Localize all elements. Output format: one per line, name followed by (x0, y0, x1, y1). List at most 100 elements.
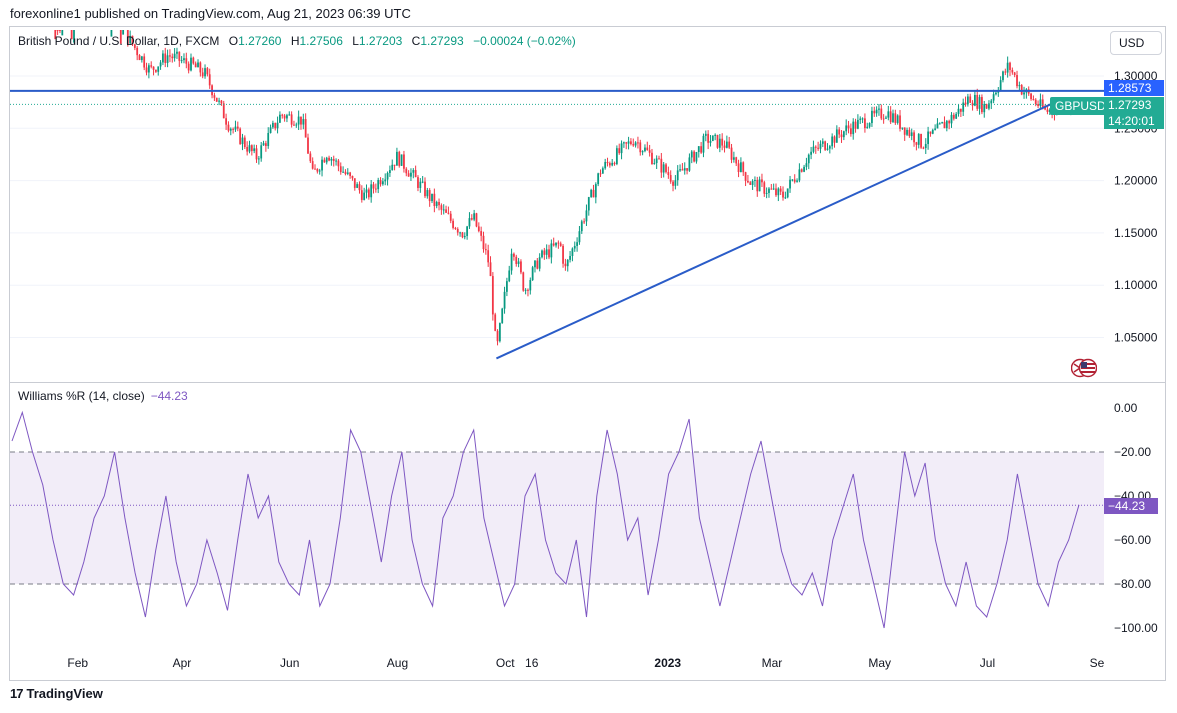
candle-body (606, 161, 609, 164)
candle-body (894, 113, 897, 123)
close-label: C (411, 34, 421, 48)
candle-body (405, 168, 408, 174)
candle-body (386, 172, 389, 180)
time-axis[interactable]: Feb Apr Jun Aug Oct 16 2023 Mar May Jul Se (67, 656, 1104, 670)
candle-body (300, 116, 302, 125)
candle-body (924, 144, 927, 148)
candle-body (789, 179, 791, 189)
candle-body (295, 124, 298, 126)
candle-body (234, 126, 237, 130)
candle-body (538, 257, 541, 269)
candle-body (952, 114, 955, 119)
candle-body (927, 131, 929, 145)
ascending-trendline[interactable] (495, 99, 1061, 360)
candle-body (360, 190, 363, 200)
candle-body (1016, 75, 1018, 87)
candle-body (498, 323, 501, 342)
candle-body (583, 221, 586, 223)
candle-body (491, 276, 494, 315)
candle-body (204, 68, 206, 77)
candle-body (510, 253, 513, 271)
candle-body (173, 53, 176, 59)
candle-body (463, 235, 466, 238)
candle-body (763, 182, 766, 194)
candle-body (260, 145, 263, 159)
candle-body (248, 145, 251, 152)
candle-body (159, 62, 162, 67)
candle-body (615, 148, 618, 165)
candle-body (796, 180, 798, 182)
candle-body (686, 168, 688, 171)
candle-body (276, 122, 279, 129)
candle-body (271, 122, 274, 128)
change-value: −0.00024 (−0.02%) (473, 34, 576, 48)
williams-axis[interactable]: 0.00−20.00−40.00−60.00−80.00−100.00 (1114, 401, 1158, 635)
candle-body (56, 30, 59, 31)
candle-body (693, 151, 695, 162)
candle-body (564, 263, 567, 267)
candle-body (969, 96, 972, 103)
candle-body (531, 267, 534, 281)
time-tick-label: Se (1090, 656, 1105, 670)
candle-body (674, 180, 677, 186)
candle-body (349, 172, 352, 176)
candle-body (190, 57, 192, 71)
currency-button[interactable]: USD (1110, 31, 1162, 55)
candle-body (920, 134, 922, 148)
candle-body (325, 157, 328, 163)
candle-body (501, 308, 504, 324)
candle-body (410, 172, 412, 177)
candle-body (892, 113, 894, 123)
williams-tick-label: −100.00 (1114, 621, 1158, 635)
candle-body (658, 158, 660, 160)
price-axis[interactable]: 1.300001.250001.200001.150001.100001.050… (1114, 69, 1158, 345)
candle-body (1023, 92, 1025, 95)
candle-body (1030, 93, 1032, 100)
candle-body (353, 178, 356, 188)
candle-body (269, 127, 272, 133)
candle-body (594, 184, 597, 198)
candle-body (548, 249, 550, 258)
candle-body (608, 163, 611, 166)
candle-body (655, 158, 658, 164)
candle-body (747, 180, 749, 183)
candle-body (718, 138, 721, 148)
candle-body (323, 159, 326, 163)
time-tick-label: Feb (67, 656, 88, 670)
candle-body (215, 97, 218, 102)
candle-body (484, 249, 487, 251)
candle-body (557, 242, 560, 244)
candle-body (770, 188, 773, 190)
price-tick-label: 1.05000 (1114, 331, 1158, 345)
candle-body (756, 179, 759, 192)
candle-body (447, 212, 450, 214)
symbol-description[interactable]: British Pound / U.S. Dollar, 1D, FXCM (18, 34, 220, 48)
currency-flags-icon[interactable] (1071, 358, 1097, 378)
low-value: 1.27203 (358, 34, 403, 48)
candle-body (435, 201, 438, 207)
candle-body (697, 146, 700, 153)
williams-title[interactable]: Williams %R (14, close) (18, 389, 145, 403)
candle-body (433, 193, 436, 207)
candle-body (742, 162, 745, 173)
candle-body (138, 55, 141, 61)
candle-body (559, 243, 562, 246)
candle-body (1020, 85, 1023, 95)
candle-body (543, 250, 546, 255)
candle-body (421, 181, 424, 183)
candle-body (508, 270, 511, 282)
candle-body (948, 120, 951, 124)
candle-body (426, 190, 429, 197)
candle-body (145, 67, 148, 73)
candle-body (950, 114, 953, 124)
candle-body (367, 189, 370, 198)
candle-body (187, 63, 190, 71)
candle-body (625, 142, 628, 144)
candle-body (281, 114, 284, 116)
candle-body (541, 250, 543, 258)
candle-body (122, 30, 125, 35)
candle-body (899, 115, 901, 129)
candle-body (243, 137, 246, 148)
time-tick-label: Apr (173, 656, 192, 670)
